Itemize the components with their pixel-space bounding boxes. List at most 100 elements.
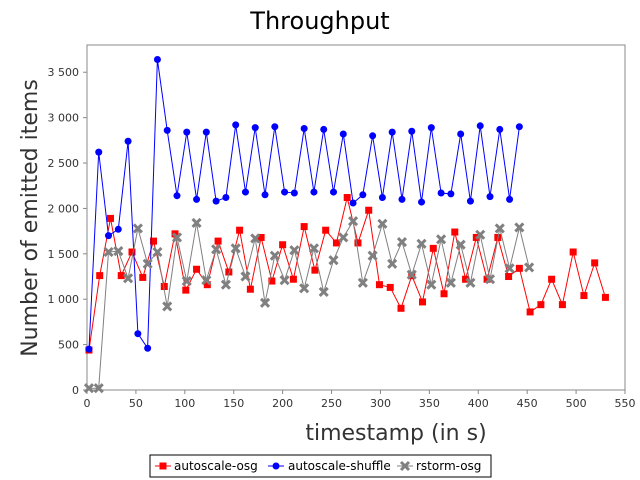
data-point [462, 275, 470, 283]
y-tick-label: 2 000 [48, 202, 80, 215]
data-point [162, 301, 173, 312]
data-point [455, 239, 466, 250]
data-point [268, 277, 276, 285]
data-point [332, 239, 340, 247]
data-point [406, 269, 417, 280]
data-point [396, 236, 408, 248]
data-point [375, 281, 383, 289]
y-tick-label: 1 500 [48, 248, 80, 261]
data-point [426, 279, 437, 290]
data-point [310, 188, 318, 196]
y-tick-label: 3 000 [48, 112, 80, 125]
data-point [591, 259, 599, 267]
legend-marker [272, 462, 280, 470]
data-point [124, 137, 132, 145]
x-tick-label: 150 [223, 397, 244, 410]
data-point [476, 122, 484, 130]
data-point [93, 383, 104, 394]
data-point [367, 250, 378, 261]
data-point [106, 214, 114, 222]
data-point [203, 281, 211, 289]
data-point [465, 277, 476, 288]
data-point [330, 188, 338, 196]
data-point [202, 128, 210, 136]
y-tick-label: 500 [58, 339, 79, 352]
data-point [558, 301, 566, 309]
data-point [429, 244, 437, 252]
data-point [281, 188, 289, 196]
x-axis-title: timestamp (in s) [305, 421, 486, 446]
data-point [427, 124, 435, 132]
data-point [494, 223, 505, 234]
data-point [183, 128, 191, 136]
legend: autoscale-osg autoscale-shuffle rstorm-osg [149, 454, 492, 478]
series-rstorm-osg [83, 216, 535, 394]
x-tick-label: 450 [517, 397, 538, 410]
data-point [182, 286, 190, 294]
data-point [279, 241, 287, 249]
data-point [318, 286, 329, 298]
legend-label: rstorm-osg [416, 459, 481, 473]
data-point [397, 304, 405, 312]
data-point [436, 234, 447, 245]
data-point [153, 56, 161, 64]
data-point [150, 237, 158, 245]
data-point [251, 124, 259, 132]
data-point [139, 273, 147, 281]
data-point [349, 199, 357, 207]
x-tick-label: 500 [566, 397, 587, 410]
data-point [320, 125, 328, 133]
data-point [348, 216, 359, 227]
data-point [290, 189, 298, 197]
x-tick-label: 250 [321, 397, 342, 410]
data-point [95, 148, 103, 156]
data-point [289, 275, 297, 283]
data-point [524, 262, 535, 273]
y-tick-label: 3 500 [48, 66, 80, 79]
data-point [377, 218, 388, 229]
data-point [466, 197, 474, 205]
y-tick-label: 0 [72, 384, 79, 397]
data-point [328, 255, 339, 266]
legend-label: autoscale-osg [174, 459, 258, 473]
data-point [299, 283, 310, 294]
data-point [240, 271, 251, 282]
data-point [311, 266, 319, 274]
data-point [445, 277, 456, 288]
data-point [160, 283, 168, 290]
data-point [163, 126, 171, 134]
data-point [369, 132, 377, 140]
data-point [408, 127, 416, 135]
data-point [505, 273, 513, 281]
data-point [486, 193, 494, 201]
data-point [250, 233, 261, 244]
data-point [173, 192, 181, 200]
data-point [515, 123, 523, 131]
data-point [259, 297, 271, 308]
data-point [387, 258, 398, 269]
data-point [338, 232, 349, 243]
legend-item: autoscale-shuffle [268, 459, 391, 473]
data-point [354, 239, 362, 247]
data-point [236, 226, 244, 234]
y-tick-label: 2 500 [48, 157, 80, 170]
data-point [300, 125, 308, 133]
data-point [171, 232, 183, 243]
data-point [569, 248, 577, 256]
data-point [580, 292, 588, 300]
data-point [241, 188, 249, 196]
legend-marker [159, 462, 167, 470]
data-point [457, 130, 465, 138]
data-point [193, 265, 201, 273]
data-point [440, 290, 448, 298]
data-point [113, 246, 124, 257]
data-point [144, 344, 152, 352]
x-tick-label: 400 [468, 397, 489, 410]
y-axis: 0 500 1 000 1 500 2 000 2 500 3 000 3 500 [48, 66, 87, 397]
data-point [220, 279, 231, 290]
series-line [89, 219, 530, 389]
data-point [246, 285, 254, 293]
legend-box [149, 454, 492, 478]
data-point [134, 330, 142, 338]
data-point [322, 226, 330, 234]
